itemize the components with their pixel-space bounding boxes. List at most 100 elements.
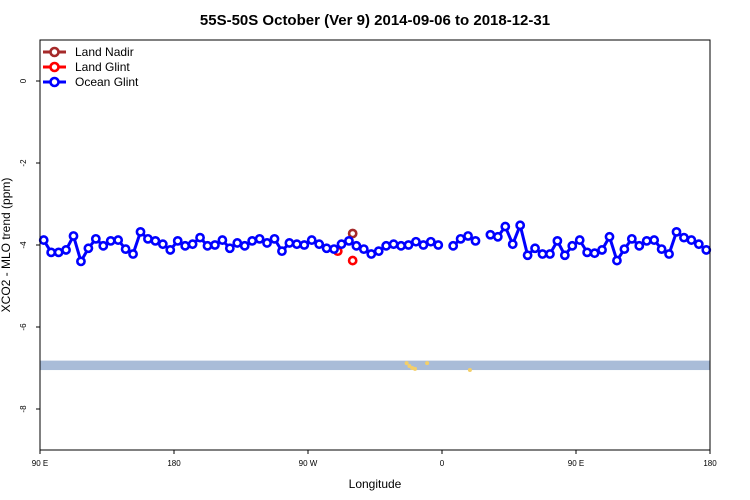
data-point bbox=[351, 240, 362, 251]
legend-label: Ocean Glint bbox=[75, 75, 139, 89]
x-tick-label: 90 E bbox=[32, 459, 48, 468]
ocean-band bbox=[40, 360, 710, 373]
data-point bbox=[128, 249, 138, 259]
data-point bbox=[165, 245, 176, 255]
series-land-nadir bbox=[347, 228, 358, 239]
x-tick-label: 180 bbox=[167, 459, 181, 468]
y-tick-label: -8 bbox=[19, 405, 28, 413]
data-point bbox=[38, 235, 49, 245]
data-point bbox=[68, 231, 79, 241]
data-point bbox=[358, 244, 369, 254]
data-point bbox=[284, 238, 295, 248]
data-point bbox=[217, 235, 228, 245]
y-tick-label: -2 bbox=[19, 159, 28, 167]
data-point bbox=[135, 226, 146, 237]
data-point bbox=[411, 236, 421, 247]
data-point bbox=[61, 245, 71, 255]
data-point bbox=[604, 231, 615, 242]
data-point bbox=[418, 240, 429, 250]
legend-marker bbox=[49, 46, 60, 58]
data-point bbox=[98, 240, 109, 251]
data-point bbox=[105, 235, 116, 246]
legend-item: Land Nadir bbox=[43, 45, 134, 59]
band-overlay-point bbox=[425, 361, 430, 366]
legend-marker bbox=[49, 76, 60, 88]
plot-frame bbox=[39, 39, 711, 451]
data-point bbox=[143, 233, 153, 244]
chart-title: 55S-50S October (Ver 9) 2014-09-06 to 20… bbox=[200, 12, 550, 29]
data-point bbox=[347, 255, 358, 266]
data-point bbox=[522, 250, 533, 261]
data-point bbox=[120, 244, 131, 254]
data-point bbox=[559, 250, 570, 261]
data-point bbox=[321, 243, 332, 254]
data-point bbox=[239, 240, 250, 251]
x-tick-label: 90 E bbox=[568, 459, 584, 468]
data-point bbox=[552, 235, 563, 246]
data-point bbox=[664, 249, 674, 259]
y-tick-label: 0 bbox=[19, 78, 28, 83]
data-point bbox=[306, 235, 317, 245]
data-point bbox=[485, 229, 496, 240]
data-point bbox=[433, 240, 444, 250]
data-point bbox=[425, 236, 436, 247]
data-point bbox=[388, 239, 399, 250]
data-point bbox=[626, 233, 637, 244]
data-point bbox=[530, 243, 540, 254]
data-point bbox=[347, 228, 358, 239]
data-point bbox=[619, 244, 630, 254]
legend-marker bbox=[49, 61, 60, 73]
data-point bbox=[180, 240, 191, 251]
data-point bbox=[53, 247, 64, 258]
data-point bbox=[515, 220, 526, 231]
data-point bbox=[291, 239, 302, 250]
data-point bbox=[157, 239, 168, 250]
data-point bbox=[187, 239, 198, 250]
data-point bbox=[597, 245, 607, 255]
data-point bbox=[224, 243, 235, 254]
data-point bbox=[373, 246, 384, 257]
data-point bbox=[641, 235, 652, 246]
band-overlay-point bbox=[467, 368, 472, 373]
data-point bbox=[381, 240, 392, 251]
data-point bbox=[83, 243, 94, 254]
series-ocean-glint bbox=[38, 220, 712, 267]
data-point bbox=[463, 231, 473, 241]
data-point bbox=[210, 240, 220, 250]
x-axis-ticks: 90 E 180 90 W 0 90 E 180 bbox=[32, 450, 717, 468]
series-layer bbox=[38, 220, 712, 267]
data-point bbox=[693, 239, 704, 250]
data-point bbox=[574, 235, 585, 245]
data-point bbox=[649, 235, 660, 245]
data-point bbox=[545, 249, 555, 259]
data-point bbox=[269, 233, 280, 244]
data-point bbox=[671, 226, 682, 237]
band-overlay-point bbox=[407, 363, 412, 368]
y-tick-label: -6 bbox=[19, 323, 28, 331]
data-point bbox=[634, 240, 645, 251]
data-point bbox=[262, 238, 272, 248]
data-point bbox=[686, 235, 697, 245]
band-overlay-point bbox=[404, 361, 409, 366]
y-axis-label: XCO2 - MLO trend (ppm) bbox=[0, 178, 13, 313]
data-point bbox=[150, 235, 161, 246]
data-point bbox=[455, 233, 466, 244]
data-point bbox=[113, 235, 124, 245]
data-point bbox=[470, 235, 481, 246]
data-point bbox=[537, 249, 548, 259]
data-point bbox=[329, 244, 339, 254]
data-point bbox=[336, 239, 347, 250]
x-tick-label: 180 bbox=[703, 459, 717, 468]
data-point bbox=[448, 240, 459, 251]
data-point bbox=[500, 221, 511, 232]
data-point bbox=[582, 247, 593, 258]
legend-label: Land Nadir bbox=[75, 45, 134, 59]
data-point bbox=[589, 248, 600, 259]
x-tick-label: 0 bbox=[440, 459, 445, 468]
data-point bbox=[172, 235, 183, 246]
data-point bbox=[567, 240, 578, 251]
ocean-band-rect bbox=[40, 360, 710, 371]
data-point bbox=[396, 240, 406, 251]
